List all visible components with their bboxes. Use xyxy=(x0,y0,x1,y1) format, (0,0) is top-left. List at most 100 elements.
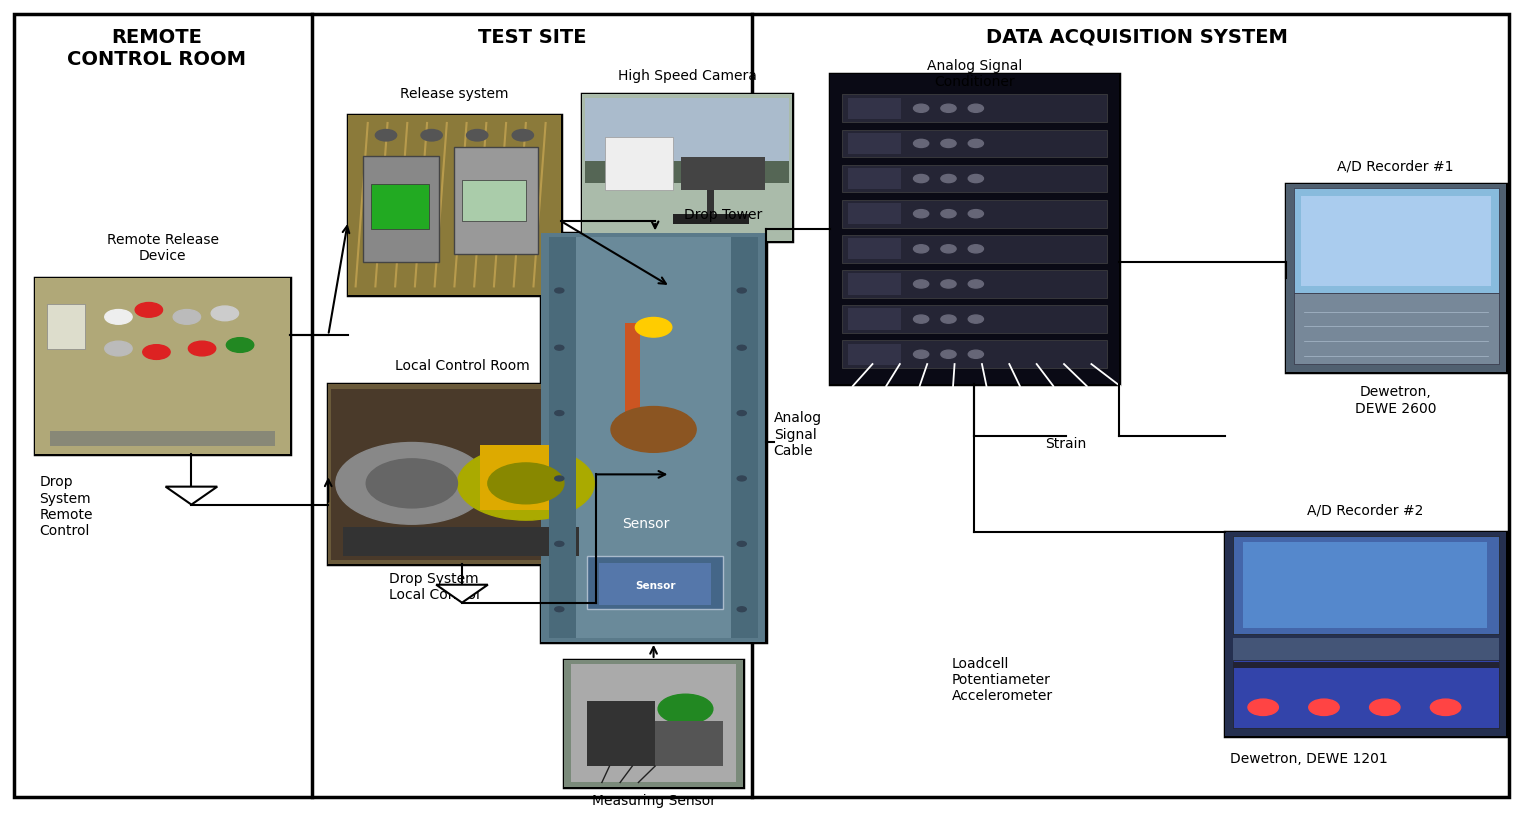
Bar xyxy=(347,115,560,295)
Circle shape xyxy=(969,315,984,324)
Circle shape xyxy=(1369,699,1400,716)
Text: Dewetron,
DEWE 2600: Dewetron, DEWE 2600 xyxy=(1354,385,1436,415)
Bar xyxy=(1285,185,1506,373)
Bar xyxy=(848,98,902,120)
Circle shape xyxy=(941,105,956,113)
Circle shape xyxy=(941,175,956,183)
Text: Drop System
Local Control: Drop System Local Control xyxy=(388,571,480,601)
Circle shape xyxy=(457,447,594,521)
Circle shape xyxy=(914,315,929,324)
Text: REMOTE
CONTROL ROOM: REMOTE CONTROL ROOM xyxy=(67,28,245,69)
Circle shape xyxy=(969,175,984,183)
Circle shape xyxy=(420,130,442,142)
Circle shape xyxy=(554,411,564,416)
Circle shape xyxy=(914,281,929,289)
Circle shape xyxy=(227,338,254,353)
Bar xyxy=(1232,662,1499,668)
Text: Sensor: Sensor xyxy=(635,580,675,590)
Text: Release system: Release system xyxy=(401,87,509,101)
Bar xyxy=(564,660,743,786)
Text: Drop
System
Remote
Control: Drop System Remote Control xyxy=(40,475,93,537)
Text: Loadcell
Potentiameter
Accelerometer: Loadcell Potentiameter Accelerometer xyxy=(952,656,1052,703)
Bar xyxy=(681,158,765,191)
Bar xyxy=(586,701,655,767)
Bar xyxy=(842,341,1107,369)
Bar xyxy=(586,556,723,609)
Circle shape xyxy=(1247,699,1278,716)
Bar xyxy=(848,133,902,155)
Bar xyxy=(842,271,1107,298)
Circle shape xyxy=(969,210,984,219)
Bar xyxy=(541,234,766,642)
Circle shape xyxy=(105,342,133,356)
Bar xyxy=(848,309,902,330)
Bar xyxy=(582,95,792,242)
Bar xyxy=(830,75,1119,385)
Circle shape xyxy=(1308,699,1339,716)
Circle shape xyxy=(136,303,163,318)
Circle shape xyxy=(337,443,487,525)
Bar xyxy=(842,305,1107,333)
Bar xyxy=(842,95,1107,123)
Circle shape xyxy=(554,346,564,351)
Bar xyxy=(344,528,579,556)
Bar xyxy=(848,344,902,365)
Bar xyxy=(1243,542,1486,628)
Text: High Speed Camera: High Speed Camera xyxy=(617,69,757,83)
Circle shape xyxy=(941,351,956,359)
Circle shape xyxy=(554,477,564,482)
Bar xyxy=(655,722,723,767)
Bar xyxy=(548,238,576,638)
Circle shape xyxy=(914,105,929,113)
Bar xyxy=(362,156,439,263)
Text: Sensor: Sensor xyxy=(623,517,670,531)
Bar xyxy=(454,148,538,255)
Bar xyxy=(731,238,758,638)
Circle shape xyxy=(658,695,713,724)
Bar xyxy=(848,274,902,295)
Circle shape xyxy=(914,351,929,359)
Bar xyxy=(35,279,291,455)
Bar xyxy=(461,181,525,222)
Bar xyxy=(848,204,902,225)
Circle shape xyxy=(941,281,956,289)
Bar xyxy=(848,239,902,260)
Text: DATA ACQUISITION SYSTEM: DATA ACQUISITION SYSTEM xyxy=(985,28,1288,47)
Circle shape xyxy=(941,246,956,254)
Circle shape xyxy=(914,140,929,148)
Circle shape xyxy=(969,351,984,359)
Circle shape xyxy=(512,130,533,142)
Bar xyxy=(1224,532,1506,736)
Bar xyxy=(1293,293,1499,364)
Circle shape xyxy=(969,105,984,113)
Bar xyxy=(1232,638,1499,663)
Bar xyxy=(1285,185,1506,373)
Circle shape xyxy=(941,315,956,324)
Bar xyxy=(842,236,1107,264)
Text: Measuring Sensor: Measuring Sensor xyxy=(591,793,716,807)
Circle shape xyxy=(174,310,201,325)
Text: A/D Recorder #2: A/D Recorder #2 xyxy=(1307,503,1422,518)
Circle shape xyxy=(1430,699,1461,716)
Circle shape xyxy=(105,310,133,325)
Circle shape xyxy=(487,464,564,505)
Text: TEST SITE: TEST SITE xyxy=(478,28,586,47)
Bar xyxy=(707,191,714,220)
Bar xyxy=(842,165,1107,193)
Text: Remote Release
Device: Remote Release Device xyxy=(107,233,218,263)
Circle shape xyxy=(212,306,239,321)
Circle shape xyxy=(737,541,746,546)
Circle shape xyxy=(914,246,929,254)
Text: Analog Signal
Conditioner: Analog Signal Conditioner xyxy=(926,58,1022,88)
Circle shape xyxy=(366,459,457,509)
Circle shape xyxy=(969,140,984,148)
Circle shape xyxy=(969,281,984,289)
Circle shape xyxy=(737,411,746,416)
Bar xyxy=(50,432,276,446)
Polygon shape xyxy=(436,585,487,603)
Bar xyxy=(585,99,789,169)
Circle shape xyxy=(554,541,564,546)
Bar xyxy=(329,385,594,564)
Circle shape xyxy=(737,607,746,612)
Circle shape xyxy=(737,346,746,351)
